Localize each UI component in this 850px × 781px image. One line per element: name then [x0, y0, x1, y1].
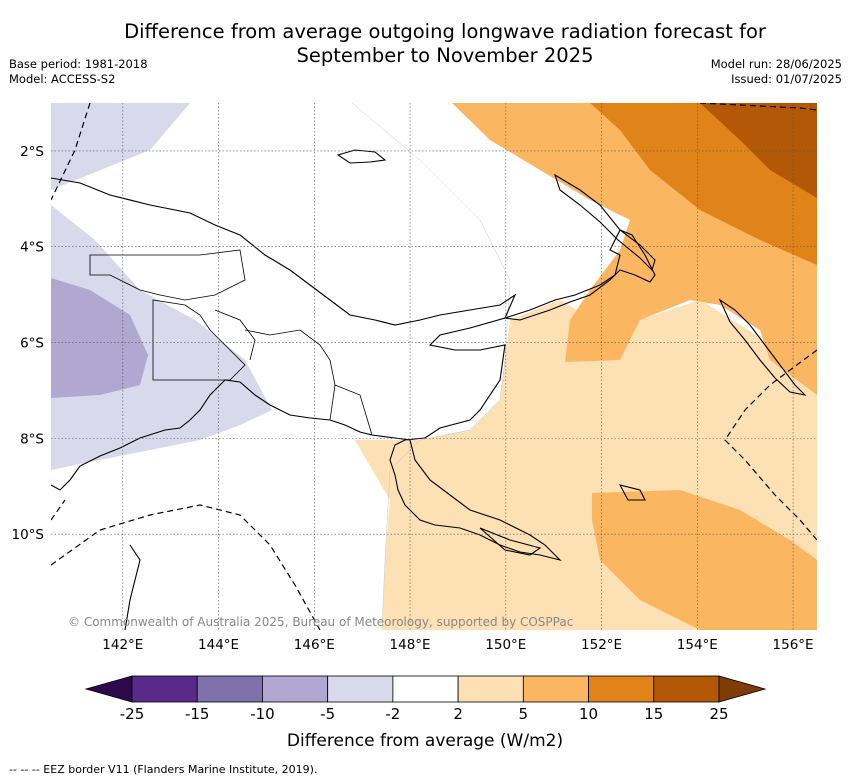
border-line	[334, 384, 373, 436]
contour-line	[351, 103, 511, 630]
copyright-notice: © Commonwealth of Australia 2025, Bureau…	[68, 615, 573, 629]
eez-borders	[51, 103, 817, 630]
lon-tick-label: 146°E	[294, 637, 335, 653]
meta-right: Model run: 28/06/2025 Issued: 01/07/2025	[711, 57, 842, 87]
lon-tick-label: 154°E	[677, 637, 718, 653]
colorbar-segment	[196, 675, 263, 703]
lon-tick-label: 152°E	[581, 637, 622, 653]
eez-footnote: -- -- -- EEZ border V11 (Flanders Marine…	[9, 763, 318, 776]
colorbar-segment	[522, 675, 589, 703]
border-line	[152, 299, 246, 381]
border-line	[89, 249, 246, 301]
colorbar-segment	[457, 675, 524, 703]
anomaly-region-neg-light-north	[51, 103, 190, 190]
colorbar-tick-label: 10	[579, 705, 599, 723]
lon-tick-labels: 142°E 144°E 146°E 148°E 150°E 152°E 154°E 156°E	[102, 637, 813, 653]
lat-tick-label: 8°S	[20, 431, 44, 447]
australia-cape-york-coast	[124, 544, 141, 630]
lat-tick-label: 6°S	[20, 336, 44, 352]
lon-tick-label: 142°E	[102, 637, 143, 653]
colorbar-tick-label: -25	[119, 705, 145, 723]
bougainville-coast	[718, 298, 807, 396]
model-name: Model: ACCESS-S2	[9, 72, 116, 86]
colorbar-tick-label: 15	[644, 705, 664, 723]
solomon-islands-coast	[618, 484, 646, 501]
lat-tick-label: 10°S	[12, 527, 45, 543]
anomaly-region-pos-5-10-south	[592, 490, 817, 630]
colorbar-tick-label: 2	[453, 705, 463, 723]
lon-tick-label: 144°E	[198, 637, 239, 653]
lat-tick-labels: 2°S 4°S 6°S 8°S 10°S	[12, 144, 45, 543]
gridlines	[51, 103, 817, 630]
meta-left: Base period: 1981-2018 Model: ACCESS-S2	[9, 57, 148, 87]
eez-border-east	[724, 349, 817, 541]
new-guinea-coast	[51, 177, 562, 562]
map-area: © Commonwealth of Australia 2025, Bureau…	[51, 103, 817, 630]
lon-tick-label: 156°E	[773, 637, 814, 653]
lat-tick-label: 4°S	[20, 240, 44, 256]
chart-title: Difference from average outgoing longwav…	[95, 20, 795, 68]
colorbar-extend-high	[718, 675, 767, 703]
lon-tick-label: 150°E	[485, 637, 526, 653]
colorbar-extend-low	[84, 675, 133, 703]
lon-tick-label: 148°E	[390, 637, 431, 653]
anomaly-region-neg-mid	[51, 278, 148, 398]
manus-island-coast	[336, 149, 387, 164]
new-britain-coast	[504, 229, 656, 321]
lat-tick-label: 2°S	[20, 144, 44, 160]
colorbar-segment	[392, 675, 459, 703]
new-ireland-coast	[554, 173, 656, 272]
base-period: Base period: 1981-2018	[9, 57, 148, 71]
title-line-1: Difference from average outgoing longwav…	[124, 20, 766, 43]
border-line	[214, 309, 256, 361]
anomaly-region-neg-light-west	[51, 205, 272, 470]
coastlines	[51, 149, 807, 630]
colorbar-segment	[327, 675, 394, 703]
colorbar-tick-label: -5	[320, 705, 336, 723]
colorbar-tick-label: -10	[250, 705, 275, 723]
anomaly-region-pos-15-25	[700, 103, 817, 198]
colorbar-tick-label: 25	[709, 705, 729, 723]
province-borders	[89, 249, 373, 436]
colorbar-segment	[653, 675, 720, 703]
colorbar-tick-label: -2	[385, 705, 401, 723]
colorbar-segment	[131, 675, 198, 703]
colorbar-segment	[262, 675, 329, 703]
eez-border-southwest	[51, 499, 66, 521]
colorbar-title: Difference from average (W/m2)	[286, 731, 564, 751]
eez-border-south	[51, 504, 321, 630]
model-run: Model run: 28/06/2025	[710, 57, 842, 71]
colorbar-tick-label: -15	[184, 705, 210, 723]
colorbar-segment	[588, 675, 655, 703]
louisiade-coast	[479, 527, 542, 556]
colorbar-tick-label: 5	[518, 705, 529, 723]
issued-date: Issued: 01/07/2025	[731, 72, 842, 86]
colorbar	[84, 675, 767, 703]
eez-border-northeast	[699, 103, 817, 111]
title-line-2: September to November 2025	[296, 44, 594, 67]
